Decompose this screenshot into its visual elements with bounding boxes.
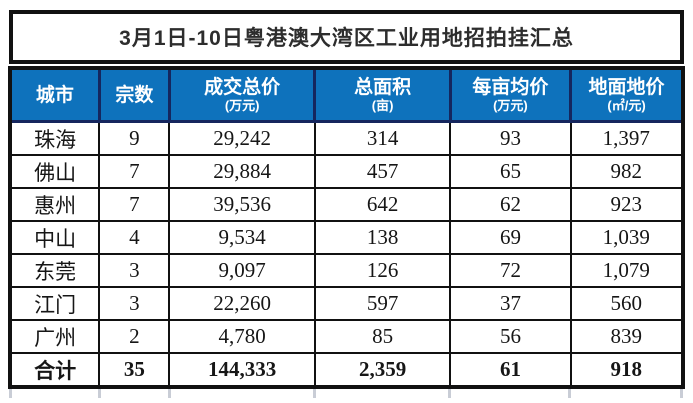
header-label-price-per-mu: 每亩均价 [472, 77, 549, 98]
cell-total-price: 144,333 [168, 352, 316, 388]
cutoff-line [313, 389, 316, 398]
header-cell-city: 城市 [8, 66, 101, 123]
header-unit-price-per-mu: (万元) [493, 98, 528, 113]
cell-count: 9 [98, 120, 171, 156]
cutoff-line [98, 389, 101, 398]
cell-count: 2 [98, 319, 171, 354]
header-label-count: 宗数 [115, 84, 154, 106]
header-cell-price-per-mu: 每亩均价 (万元) [448, 66, 573, 123]
cell-count: 3 [98, 253, 171, 288]
cell-area: 126 [313, 253, 452, 288]
cell-price-per-mu: 62 [449, 187, 572, 222]
cell-total-price: 4,780 [168, 319, 316, 354]
cell-price-per-mu: 65 [449, 154, 572, 189]
cell-total-price: 9,534 [168, 220, 316, 255]
header-label-area: 总面积 [354, 77, 412, 98]
cell-floor-price: 982 [569, 154, 685, 189]
cutoff-line [448, 389, 451, 398]
cell-city: 珠海 [8, 120, 101, 156]
cell-price-per-mu: 56 [449, 319, 572, 354]
table-row: 惠州 7 39,536 642 62 923 [8, 187, 685, 222]
header-cell-floor-price: 地面地价 (㎡/元) [569, 66, 685, 123]
total-row: 合计 35 144,333 2,359 61 918 [8, 352, 685, 388]
cutoff-line [9, 389, 12, 398]
cell-floor-price: 923 [569, 187, 685, 222]
table-row: 珠海 9 29,242 314 93 1,397 [8, 120, 685, 156]
table-frame: 3月1日-10日粤港澳大湾区工业用地招拍挂汇总 城市 宗数 [8, 10, 685, 398]
cell-price-per-mu: 93 [449, 120, 572, 156]
cell-city: 江门 [8, 286, 101, 321]
cell-floor-price: 1,039 [569, 220, 685, 255]
table-body: 珠海 9 29,242 314 93 1,397 佛山 7 29,884 457 65 982 惠州 7 3… [8, 120, 685, 388]
cutoff-line [568, 389, 571, 398]
summary-table: 城市 宗数 成交总价 (万元) 总面积 (亩) 每亩均价 [8, 66, 685, 389]
cell-city: 合计 [8, 352, 101, 388]
cell-area: 314 [313, 120, 452, 156]
table-row: 中山 4 9,534 138 69 1,039 [8, 220, 685, 255]
cell-floor-price: 1,079 [569, 253, 685, 288]
cell-total-price: 9,097 [168, 253, 316, 288]
cell-city: 惠州 [8, 187, 101, 222]
cell-price-per-mu: 37 [449, 286, 572, 321]
cell-price-per-mu: 72 [449, 253, 572, 288]
cell-floor-price: 839 [569, 319, 685, 354]
header-row: 城市 宗数 成交总价 (万元) 总面积 (亩) 每亩均价 [8, 66, 685, 123]
header-cell-count: 宗数 [97, 66, 171, 123]
cell-area: 642 [313, 187, 452, 222]
cell-floor-price: 1,397 [569, 120, 685, 156]
cell-area: 597 [313, 286, 452, 321]
header-label-city: 城市 [35, 84, 74, 106]
cell-total-price: 29,242 [168, 120, 316, 156]
table-title: 3月1日-10日粤港澳大湾区工业用地招拍挂汇总 [119, 27, 574, 50]
cell-city: 东莞 [8, 253, 101, 288]
header-unit-area: (亩) [371, 98, 394, 113]
header-cell-area: 总面积 (亩) [313, 66, 452, 123]
cutoff-lines [8, 389, 685, 398]
cell-floor-price: 560 [569, 286, 685, 321]
cell-city: 广州 [8, 319, 101, 354]
header-unit-total-price: (万元) [224, 98, 260, 113]
cell-area: 85 [313, 319, 452, 354]
cell-area: 138 [313, 220, 452, 255]
cell-total-price: 22,260 [168, 286, 316, 321]
header-label-floor-price: 地面地价 [588, 77, 665, 98]
cell-city: 佛山 [8, 154, 101, 189]
cell-area: 2,359 [313, 352, 452, 388]
cell-city: 中山 [8, 220, 101, 255]
cell-count: 3 [98, 286, 171, 321]
cell-total-price: 39,536 [168, 187, 316, 222]
header-cell-total-price: 成交总价 (万元) [167, 66, 317, 123]
cell-count: 4 [98, 220, 171, 255]
table-row: 江门 3 22,260 597 37 560 [8, 286, 685, 321]
header-label-total-price: 成交总价 [204, 77, 281, 98]
cell-price-per-mu: 69 [449, 220, 572, 255]
cell-count: 7 [98, 154, 171, 189]
cell-count: 7 [98, 187, 171, 222]
cell-floor-price: 918 [569, 352, 685, 388]
table-row: 广州 2 4,780 85 56 839 [8, 319, 685, 354]
cell-count: 35 [98, 352, 171, 388]
cutoff-line [680, 389, 683, 398]
cell-price-per-mu: 61 [449, 352, 572, 388]
table-row: 东莞 3 9,097 126 72 1,079 [8, 253, 685, 288]
cutoff-line [168, 389, 171, 398]
header-unit-floor-price: (㎡/元) [607, 98, 646, 113]
table-row: 佛山 7 29,884 457 65 982 [8, 154, 685, 189]
cell-area: 457 [313, 154, 452, 189]
cell-total-price: 29,884 [168, 154, 316, 189]
table-title-box: 3月1日-10日粤港澳大湾区工业用地招拍挂汇总 [9, 10, 684, 64]
